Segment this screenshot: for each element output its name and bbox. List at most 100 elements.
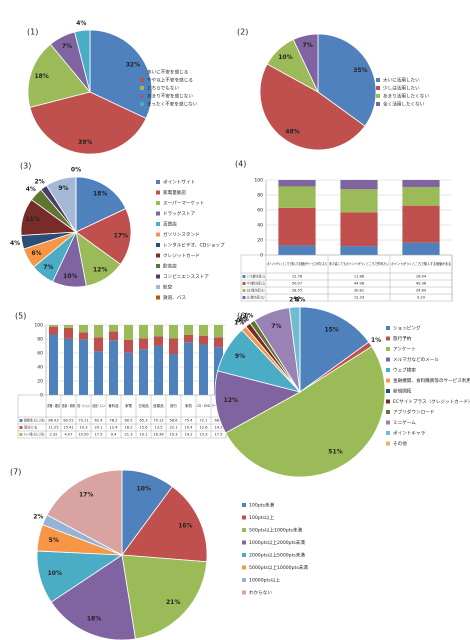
value-label: 6% bbox=[31, 250, 41, 257]
legend-key bbox=[156, 180, 160, 184]
table-value: 12.6 bbox=[199, 426, 208, 430]
bar-segment bbox=[79, 339, 88, 395]
bar-segment bbox=[154, 336, 163, 346]
x-tick-label: 多少高くてもポイントがつくところで貯めたい bbox=[329, 261, 390, 266]
legend-key bbox=[386, 420, 390, 425]
bar-segment bbox=[278, 245, 316, 255]
legend-label: 全く魅力を感じない bbox=[247, 295, 265, 300]
legend-label: 多いに不安を感じる bbox=[147, 69, 188, 76]
legend-key bbox=[386, 326, 390, 330]
value-label: 2% bbox=[33, 513, 43, 520]
legend-key bbox=[19, 433, 23, 436]
table-value: 78.2 bbox=[109, 419, 117, 423]
table-value: 62.4 bbox=[94, 419, 103, 423]
table-value: 2.32 bbox=[49, 433, 57, 437]
y-tick-label: 60 bbox=[37, 351, 43, 357]
bar-segment bbox=[154, 325, 163, 337]
table-value: 20.1 bbox=[94, 426, 102, 430]
legend-label: 100pts以上 bbox=[249, 514, 274, 521]
x-tick-label: ポイントがつくところで購入する価値がある bbox=[391, 261, 451, 266]
table-value: 12.33 bbox=[354, 296, 364, 300]
x-tick-label: ポイントがつくところで購入する価格がサービスが同じなら bbox=[267, 261, 327, 266]
table-value: 8.6 bbox=[294, 296, 300, 300]
value-label: 12% bbox=[224, 397, 238, 404]
table-value: 65.3 bbox=[139, 419, 147, 423]
pie-slice bbox=[214, 370, 302, 434]
bar-segment bbox=[402, 205, 440, 243]
value-label: 10% bbox=[278, 54, 292, 61]
legend-label: わからない bbox=[249, 589, 272, 596]
bar-segment bbox=[199, 335, 208, 345]
value-label: 39% bbox=[78, 139, 92, 146]
bar-segment bbox=[278, 186, 316, 208]
legend-key bbox=[156, 253, 160, 258]
value-label: 35% bbox=[353, 67, 367, 74]
y-tick-label: 80 bbox=[37, 337, 43, 343]
legend-key bbox=[156, 274, 160, 279]
legend-key bbox=[386, 389, 390, 393]
y-tick-label: 20 bbox=[257, 238, 263, 244]
bar-segment bbox=[139, 325, 148, 339]
value-label: 0% bbox=[295, 297, 305, 304]
legend-label: 家電量販店 bbox=[163, 189, 186, 196]
value-label: 12% bbox=[93, 267, 107, 274]
chart-title: (6) bbox=[237, 312, 248, 321]
value-label: 4% bbox=[10, 240, 20, 247]
value-label: 5% bbox=[49, 537, 59, 544]
value-label: 11% bbox=[26, 216, 40, 223]
legend-key bbox=[376, 102, 380, 106]
bar-segment bbox=[49, 325, 58, 327]
table-value: 12.78 bbox=[292, 275, 303, 279]
legend-key bbox=[242, 565, 246, 570]
legend-key bbox=[386, 336, 390, 341]
bar-segment bbox=[340, 212, 378, 247]
legend-key bbox=[156, 190, 160, 195]
legend-label: 実店舗で購入することが多い bbox=[24, 418, 45, 423]
chart-title: (5) bbox=[15, 312, 26, 321]
table-value: 11.25 bbox=[48, 426, 58, 430]
value-label: 17% bbox=[79, 492, 93, 499]
legend-label: とても魅力を感じる bbox=[247, 274, 265, 279]
value-label: 1% bbox=[234, 319, 244, 326]
pie-slice bbox=[89, 29, 153, 119]
table-value: 50.07 bbox=[292, 282, 302, 286]
y-tick-label: 20 bbox=[37, 379, 43, 385]
x-tick-label: 日用品 bbox=[138, 404, 149, 408]
legend-label: あまり活用したくない bbox=[383, 93, 429, 100]
legend-label: 2000pts以上5000pts未満 bbox=[249, 552, 305, 559]
legend-key bbox=[242, 528, 246, 532]
value-label: 10% bbox=[63, 273, 77, 280]
table-value: 9.4 bbox=[111, 433, 117, 437]
table-value: 70.12 bbox=[153, 419, 163, 423]
x-tick-label: 家電 bbox=[125, 403, 132, 408]
legend-label: ネットで購入することが多い bbox=[24, 432, 45, 437]
chart-title: (4) bbox=[235, 160, 246, 169]
value-label: 21% bbox=[166, 599, 180, 606]
value-label: 0% bbox=[71, 167, 81, 174]
table-value: 10.3 bbox=[79, 426, 87, 430]
value-label: 15% bbox=[324, 326, 338, 333]
legend-label: やや以上不安を感じる bbox=[147, 77, 193, 84]
bar-segment bbox=[184, 334, 193, 343]
value-label: 2% bbox=[34, 178, 44, 185]
bar-segment bbox=[340, 180, 378, 190]
legend-key bbox=[156, 222, 160, 226]
bar-segment bbox=[109, 331, 118, 341]
value-label: 7% bbox=[303, 42, 313, 49]
table-value: 79.11 bbox=[78, 419, 88, 423]
bar-segment bbox=[94, 325, 103, 338]
x-tick-label: 衣類・ファッション bbox=[77, 403, 90, 408]
bar-segment bbox=[124, 325, 133, 340]
bar-segment bbox=[340, 246, 378, 255]
legend-key bbox=[140, 102, 144, 106]
legend-key bbox=[386, 441, 390, 446]
bar-segment bbox=[109, 340, 118, 395]
y-tick-label: 0 bbox=[40, 393, 43, 399]
bar-segment bbox=[402, 242, 440, 255]
legend-label: ポイントサイト bbox=[163, 179, 195, 186]
legend-label: その他 bbox=[393, 440, 407, 447]
y-tick-label: 60 bbox=[257, 208, 263, 214]
table-value: 10.4 bbox=[184, 426, 193, 430]
pie-slice bbox=[259, 63, 366, 151]
legend-key bbox=[242, 553, 246, 557]
